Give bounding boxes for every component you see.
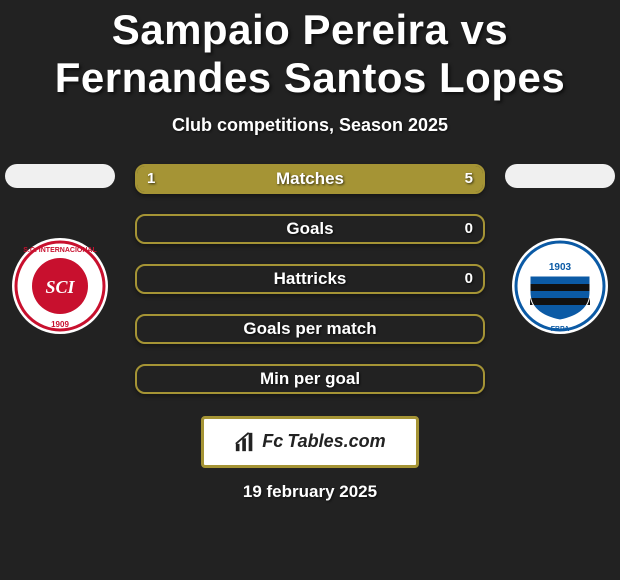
comparison-arena: SCI S.C. INTERNACIONAL 1909 1903 FBPA Ma…: [0, 164, 620, 394]
brand-prefix: Fc: [262, 431, 283, 452]
stat-bar: Matches1 5: [135, 164, 485, 194]
left-team-crest: SCI S.C. INTERNACIONAL 1909: [10, 236, 110, 336]
date-text: 19 february 2025: [0, 482, 620, 502]
bar-chart-icon: [234, 431, 256, 453]
svg-text:SCI: SCI: [45, 277, 75, 297]
internacional-badge-icon: SCI S.C. INTERNACIONAL 1909: [10, 236, 110, 336]
gremio-badge-icon: 1903 FBPA: [510, 236, 610, 336]
brand-prefix-text: Fc: [262, 431, 283, 451]
stat-bar: Goals0: [135, 214, 485, 244]
comparison-subtitle: Club competitions, Season 2025: [0, 115, 620, 136]
stat-bar: Min per goal: [135, 364, 485, 394]
stat-bar-label: Goals per match: [137, 316, 483, 342]
right-team-column: 1903 FBPA: [500, 164, 620, 336]
stat-bar-label: Hattricks: [137, 266, 483, 292]
brand-footer-box: FcTables.com: [201, 416, 419, 468]
stat-bar-label: Goals: [137, 216, 483, 242]
stat-bar-label: Min per goal: [137, 366, 483, 392]
stat-bar-value-right: 0: [455, 266, 483, 292]
stat-bar: Goals per match: [135, 314, 485, 344]
svg-text:FBPA: FBPA: [551, 326, 570, 333]
stat-bar-label: Matches: [137, 166, 483, 192]
svg-text:1903: 1903: [549, 262, 572, 273]
stat-bar-value-left: 1: [137, 166, 165, 192]
brand-text: Tables.com: [287, 431, 385, 452]
comparison-title: Sampaio Pereira vs Fernandes Santos Lope…: [0, 0, 620, 103]
stat-bar-value-right: 5: [455, 166, 483, 192]
right-name-oval: [505, 164, 615, 188]
right-team-crest: 1903 FBPA: [510, 236, 610, 336]
stat-bars-container: Matches15Goals0Hattricks0Goals per match…: [135, 164, 485, 394]
left-name-oval: [5, 164, 115, 188]
stat-bar-value-right: 0: [455, 216, 483, 242]
svg-text:1909: 1909: [51, 320, 69, 329]
svg-text:S.C. INTERNACIONAL: S.C. INTERNACIONAL: [23, 247, 97, 254]
left-team-column: SCI S.C. INTERNACIONAL 1909: [0, 164, 120, 336]
stat-bar: Hattricks0: [135, 264, 485, 294]
